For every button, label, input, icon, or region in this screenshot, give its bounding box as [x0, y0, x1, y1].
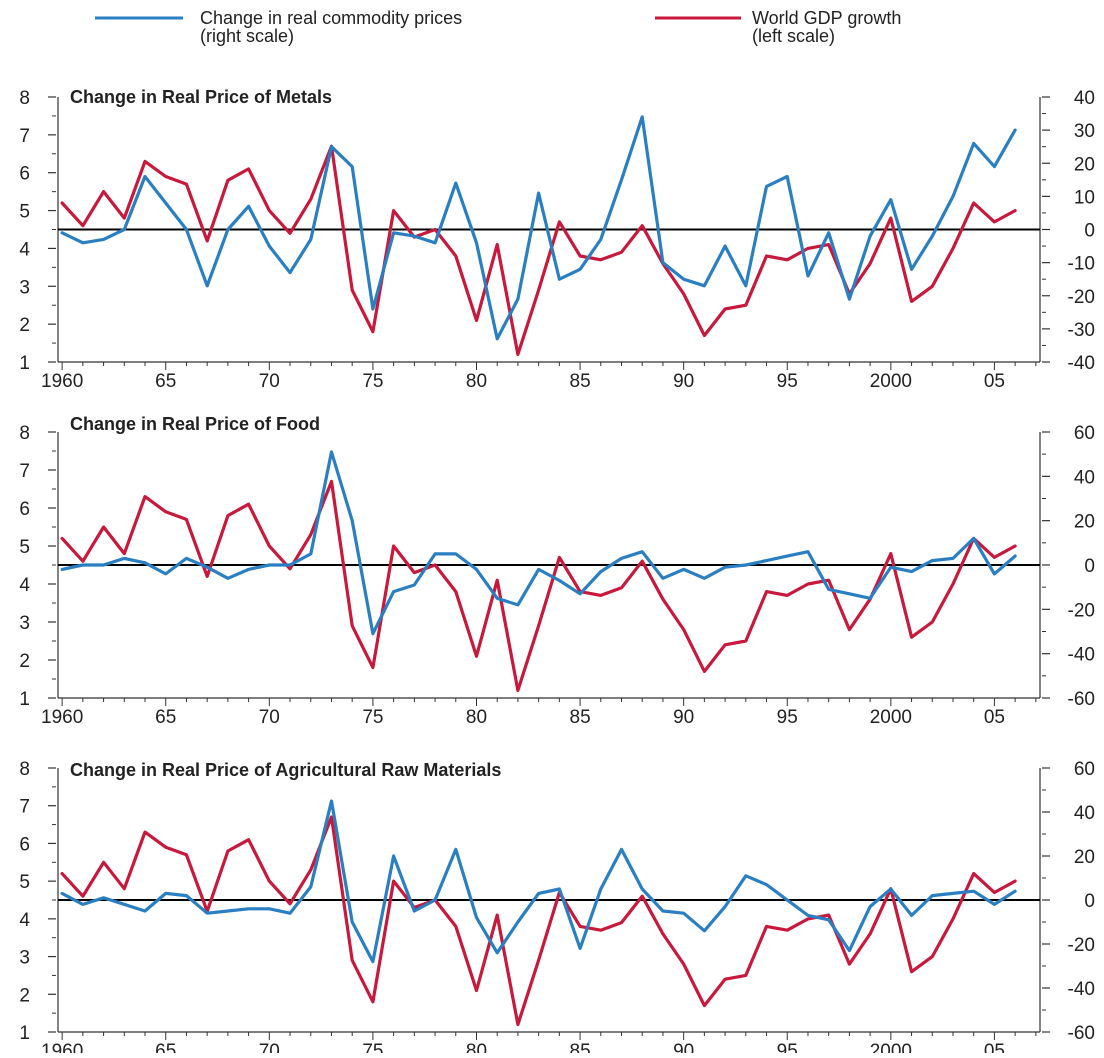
right-y-tick-label-agricultural-raw-materials: -60	[1068, 1023, 1095, 1044]
x-tick-label-metals: 90	[673, 371, 694, 392]
x-tick-label-agricultural-raw-materials: 85	[570, 1041, 591, 1053]
left-y-tick-label-agricultural-raw-materials: 8	[19, 759, 30, 780]
x-tick-label-agricultural-raw-materials: 2000	[870, 1041, 912, 1053]
legend-label-commodity-prices-line1: Change in real commodity prices	[200, 8, 462, 28]
x-tick-label-metals: 80	[466, 371, 487, 392]
x-tick-label-metals: 95	[777, 371, 798, 392]
left-y-tick-label-food: 3	[19, 613, 30, 634]
right-y-tick-label-agricultural-raw-materials: 60	[1074, 759, 1095, 780]
left-y-tick-label-agricultural-raw-materials: 6	[19, 834, 30, 855]
x-tick-label-food: 2000	[870, 707, 912, 728]
x-tick-label-food: 85	[570, 707, 591, 728]
x-tick-label-metals: 85	[570, 371, 591, 392]
x-tick-label-agricultural-raw-materials: 70	[259, 1041, 280, 1053]
x-tick-label-food: 65	[155, 707, 176, 728]
legend-label-commodity-prices-line2: (right scale)	[200, 26, 294, 46]
right-y-tick-label-food: 20	[1074, 512, 1095, 533]
right-y-tick-label-metals: -40	[1068, 353, 1095, 374]
right-y-tick-label-food: -60	[1068, 689, 1095, 710]
legend-item-commodity-prices: Change in real commodity prices (right s…	[95, 8, 462, 46]
right-y-tick-label-metals: 10	[1074, 187, 1095, 208]
x-tick-label-agricultural-raw-materials: 05	[984, 1041, 1005, 1053]
right-y-tick-label-food: 60	[1074, 423, 1095, 444]
panel-title-metals: Change in Real Price of Metals	[70, 87, 332, 107]
right-y-tick-label-food: -40	[1068, 645, 1095, 666]
x-tick-label-food: 70	[259, 707, 280, 728]
panel-metals: Change in Real Price of Metals 1960 65 70 7…	[19, 87, 1095, 392]
legend: Change in real commodity prices (right s…	[95, 8, 901, 46]
right-y-tick-label-food: 0	[1084, 556, 1095, 577]
left-y-tick-label-metals: 6	[19, 164, 30, 185]
right-y-tick-label-metals: -10	[1068, 254, 1095, 275]
x-tick-label-metals: 05	[984, 371, 1005, 392]
right-y-tick-label-metals: 40	[1074, 88, 1095, 109]
left-y-tick-label-metals: 4	[19, 239, 30, 260]
left-y-tick-label-agricultural-raw-materials: 3	[19, 948, 30, 969]
series-line-change-in-real-commodity-prices-food	[60, 450, 1017, 636]
left-y-tick-label-metals: 1	[19, 353, 30, 374]
x-tick-label-food: 05	[984, 707, 1005, 728]
legend-item-world-gdp: World GDP growth (left scale)	[655, 8, 901, 46]
left-y-tick-label-metals: 3	[19, 277, 30, 298]
right-y-tick-label-agricultural-raw-materials: -40	[1068, 979, 1095, 1000]
x-tick-label-agricultural-raw-materials: 95	[777, 1041, 798, 1053]
legend-label-world-gdp-line1: World GDP growth	[752, 8, 901, 28]
right-y-tick-label-metals: 20	[1074, 154, 1095, 175]
left-y-tick-label-food: 4	[19, 575, 30, 596]
right-y-tick-label-metals: -30	[1068, 320, 1095, 341]
right-y-tick-label-agricultural-raw-materials: 0	[1084, 891, 1095, 912]
x-tick-label-food: 75	[362, 707, 383, 728]
x-tick-label-metals: 2000	[870, 371, 912, 392]
right-y-tick-label-food: -20	[1068, 600, 1095, 621]
x-tick-label-agricultural-raw-materials: 90	[673, 1041, 694, 1053]
x-tick-label-food: 1960	[41, 707, 83, 728]
series-line-world-gdp-growth-agricultural-raw-materials	[60, 815, 1017, 1027]
left-y-tick-label-food: 2	[19, 651, 30, 672]
x-tick-label-metals: 70	[259, 371, 280, 392]
right-y-tick-label-agricultural-raw-materials: 40	[1074, 803, 1095, 824]
right-y-tick-label-metals: -20	[1068, 287, 1095, 308]
right-y-tick-label-metals: 30	[1074, 121, 1095, 142]
x-tick-label-metals: 75	[362, 371, 383, 392]
left-y-tick-label-metals: 2	[19, 315, 30, 336]
left-y-tick-label-metals: 8	[19, 88, 30, 109]
series-line-change-in-real-commodity-prices-metals	[60, 115, 1017, 341]
x-tick-label-agricultural-raw-materials: 1960	[41, 1041, 83, 1053]
x-tick-label-food: 90	[673, 707, 694, 728]
x-tick-label-agricultural-raw-materials: 75	[362, 1041, 383, 1053]
left-y-tick-label-agricultural-raw-materials: 5	[19, 872, 30, 893]
x-tick-label-metals: 1960	[41, 371, 83, 392]
panel-food: Change in Real Price of Food 1960 65 70 75 8…	[19, 414, 1095, 728]
left-y-tick-label-food: 8	[19, 423, 30, 444]
left-y-tick-label-agricultural-raw-materials: 4	[19, 910, 30, 931]
left-y-tick-label-metals: 7	[19, 126, 30, 147]
series-line-change-in-real-commodity-prices-agricultural-raw-materials	[60, 799, 1017, 964]
left-y-tick-label-agricultural-raw-materials: 7	[19, 797, 30, 818]
series-line-world-gdp-growth-metals	[60, 144, 1017, 356]
left-y-tick-label-metals: 5	[19, 202, 30, 223]
x-tick-label-agricultural-raw-materials: 65	[155, 1041, 176, 1053]
x-tick-label-food: 95	[777, 707, 798, 728]
left-y-tick-label-food: 1	[19, 689, 30, 710]
left-y-tick-label-food: 5	[19, 537, 30, 558]
x-tick-label-metals: 65	[155, 371, 176, 392]
left-y-tick-label-food: 7	[19, 461, 30, 482]
legend-label-world-gdp-line2: (left scale)	[752, 26, 835, 46]
left-y-tick-label-agricultural-raw-materials: 2	[19, 985, 30, 1006]
left-y-tick-label-food: 6	[19, 499, 30, 520]
right-y-tick-label-agricultural-raw-materials: 20	[1074, 847, 1095, 868]
series-line-world-gdp-growth-food	[60, 479, 1017, 693]
right-y-tick-label-metals: 0	[1084, 221, 1095, 242]
left-y-tick-label-agricultural-raw-materials: 1	[19, 1023, 30, 1044]
x-tick-label-food: 80	[466, 707, 487, 728]
panel-title-food: Change in Real Price of Food	[70, 414, 320, 434]
x-tick-label-agricultural-raw-materials: 80	[466, 1041, 487, 1053]
right-y-tick-label-agricultural-raw-materials: -20	[1068, 935, 1095, 956]
panel-title-agricultural-raw-materials: Change in Real Price of Agricultural Raw…	[70, 760, 501, 780]
panel-agricultural-raw-materials: Change in Real Price of Agricultural Raw…	[19, 759, 1095, 1058]
right-y-tick-label-food: 40	[1074, 467, 1095, 488]
